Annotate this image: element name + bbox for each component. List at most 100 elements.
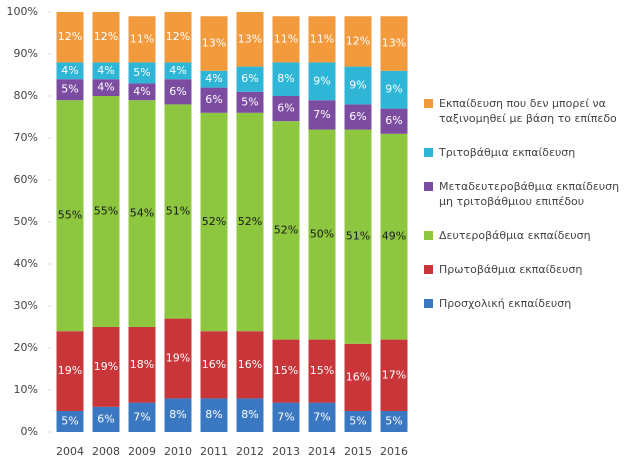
- data-label: 5%: [241, 95, 258, 108]
- legend-swatch: [424, 99, 433, 108]
- bar-segment: [56, 12, 84, 63]
- y-tick-label: 10%: [14, 383, 38, 396]
- bar-segment: [344, 16, 372, 67]
- data-label: 7%: [313, 410, 330, 423]
- bar-segment: [380, 16, 408, 71]
- data-label: 12%: [166, 30, 190, 43]
- bar-segment: [128, 83, 156, 101]
- bar-segment: [56, 79, 84, 101]
- y-tick-label: 50%: [14, 215, 38, 228]
- bar-segment: [344, 343, 372, 411]
- data-label: 6%: [277, 102, 294, 115]
- data-label: 7%: [313, 108, 330, 121]
- data-label: 6%: [205, 93, 222, 106]
- data-label: 51%: [346, 230, 370, 243]
- bar-segment: [128, 402, 156, 432]
- data-label: 9%: [349, 79, 366, 92]
- legend-label: Πρωτοβάθμια εκπαίδευση: [439, 263, 583, 276]
- legend-label: Προσχολική εκπαίδευση: [439, 297, 572, 310]
- data-label: 19%: [58, 364, 82, 377]
- bar-segment: [380, 70, 408, 109]
- data-label: 16%: [202, 358, 226, 371]
- bar-segment: [380, 133, 408, 340]
- data-label: 13%: [382, 37, 406, 50]
- legend-swatch: [424, 231, 433, 240]
- data-label: 4%: [97, 64, 114, 77]
- bar-segment: [344, 104, 372, 130]
- legend-swatch: [424, 148, 433, 157]
- bar-segment: [272, 96, 300, 122]
- data-label: 9%: [385, 83, 402, 96]
- legend-item: Εκπαίδευση που δεν μπορεί να ταξινομηθεί…: [424, 96, 630, 126]
- y-tick-label: 60%: [14, 173, 38, 186]
- y-tick-label: 0%: [21, 425, 38, 438]
- data-label: 8%: [169, 408, 186, 421]
- bar-segment: [272, 62, 300, 96]
- data-label: 6%: [97, 412, 114, 425]
- bar-segment: [344, 129, 372, 344]
- data-label: 4%: [133, 85, 150, 98]
- y-tick-label: 70%: [14, 131, 38, 144]
- data-label: 8%: [205, 408, 222, 421]
- data-label: 49%: [382, 230, 406, 243]
- legend-label: Μεταδευτεροβάθμια εκπαίδευση μη τριτοβάθ…: [439, 180, 620, 208]
- bar-segment: [56, 62, 84, 80]
- y-tick-label: 20%: [14, 341, 38, 354]
- data-label: 6%: [385, 114, 402, 127]
- data-label: 19%: [94, 360, 118, 373]
- bar-segment: [236, 91, 264, 113]
- bar-segment: [56, 100, 84, 332]
- bar-segment: [200, 398, 228, 432]
- bar-segment: [128, 100, 156, 327]
- data-label: 16%: [238, 358, 262, 371]
- bar-segment: [92, 406, 120, 432]
- y-tick-label: 80%: [14, 89, 38, 102]
- data-label: 8%: [277, 72, 294, 85]
- bar-segment: [236, 12, 264, 67]
- data-label: 11%: [274, 32, 298, 45]
- bar-segment: [128, 62, 156, 84]
- bar-segment: [236, 331, 264, 399]
- bar-segment: [308, 402, 336, 432]
- bar-segment: [200, 331, 228, 399]
- bar-segment: [92, 79, 120, 96]
- data-label: 11%: [130, 32, 154, 45]
- data-label: 13%: [202, 37, 226, 50]
- data-label: 52%: [274, 223, 298, 236]
- data-label: 6%: [349, 110, 366, 123]
- legend-label: Τριτοβάθμια εκπαίδευση: [439, 146, 576, 159]
- data-label: 52%: [202, 215, 226, 228]
- data-label: 12%: [58, 30, 82, 43]
- bar-segment: [128, 327, 156, 403]
- data-label: 50%: [310, 228, 334, 241]
- bar-segment: [56, 411, 84, 432]
- x-tick-label: 2004: [56, 445, 84, 458]
- bar-segment: [92, 62, 120, 80]
- legend-item: Πρωτοβάθμια εκπαίδευση: [424, 262, 630, 277]
- data-label: 51%: [166, 205, 190, 218]
- data-label: 5%: [133, 66, 150, 79]
- bar-segment: [92, 327, 120, 407]
- bar-segment: [92, 12, 120, 63]
- data-label: 8%: [241, 408, 258, 421]
- data-label: 9%: [313, 74, 330, 87]
- bar-segment: [92, 96, 120, 327]
- data-label: 15%: [310, 364, 334, 377]
- x-tick-label: 2014: [308, 445, 336, 458]
- data-label: 6%: [241, 72, 258, 85]
- data-label: 5%: [61, 83, 78, 96]
- y-tick-label: 40%: [14, 257, 38, 270]
- data-label: 6%: [169, 85, 186, 98]
- bar-segment: [344, 66, 372, 105]
- data-label: 54%: [130, 207, 154, 220]
- data-label: 55%: [94, 205, 118, 218]
- bar-segment: [272, 402, 300, 432]
- bar-segment: [164, 79, 192, 105]
- bar-segment: [200, 87, 228, 113]
- bar-segment: [56, 331, 84, 411]
- data-label: 7%: [277, 410, 294, 423]
- y-tick-label: 30%: [14, 299, 38, 312]
- x-tick-label: 2015: [344, 445, 372, 458]
